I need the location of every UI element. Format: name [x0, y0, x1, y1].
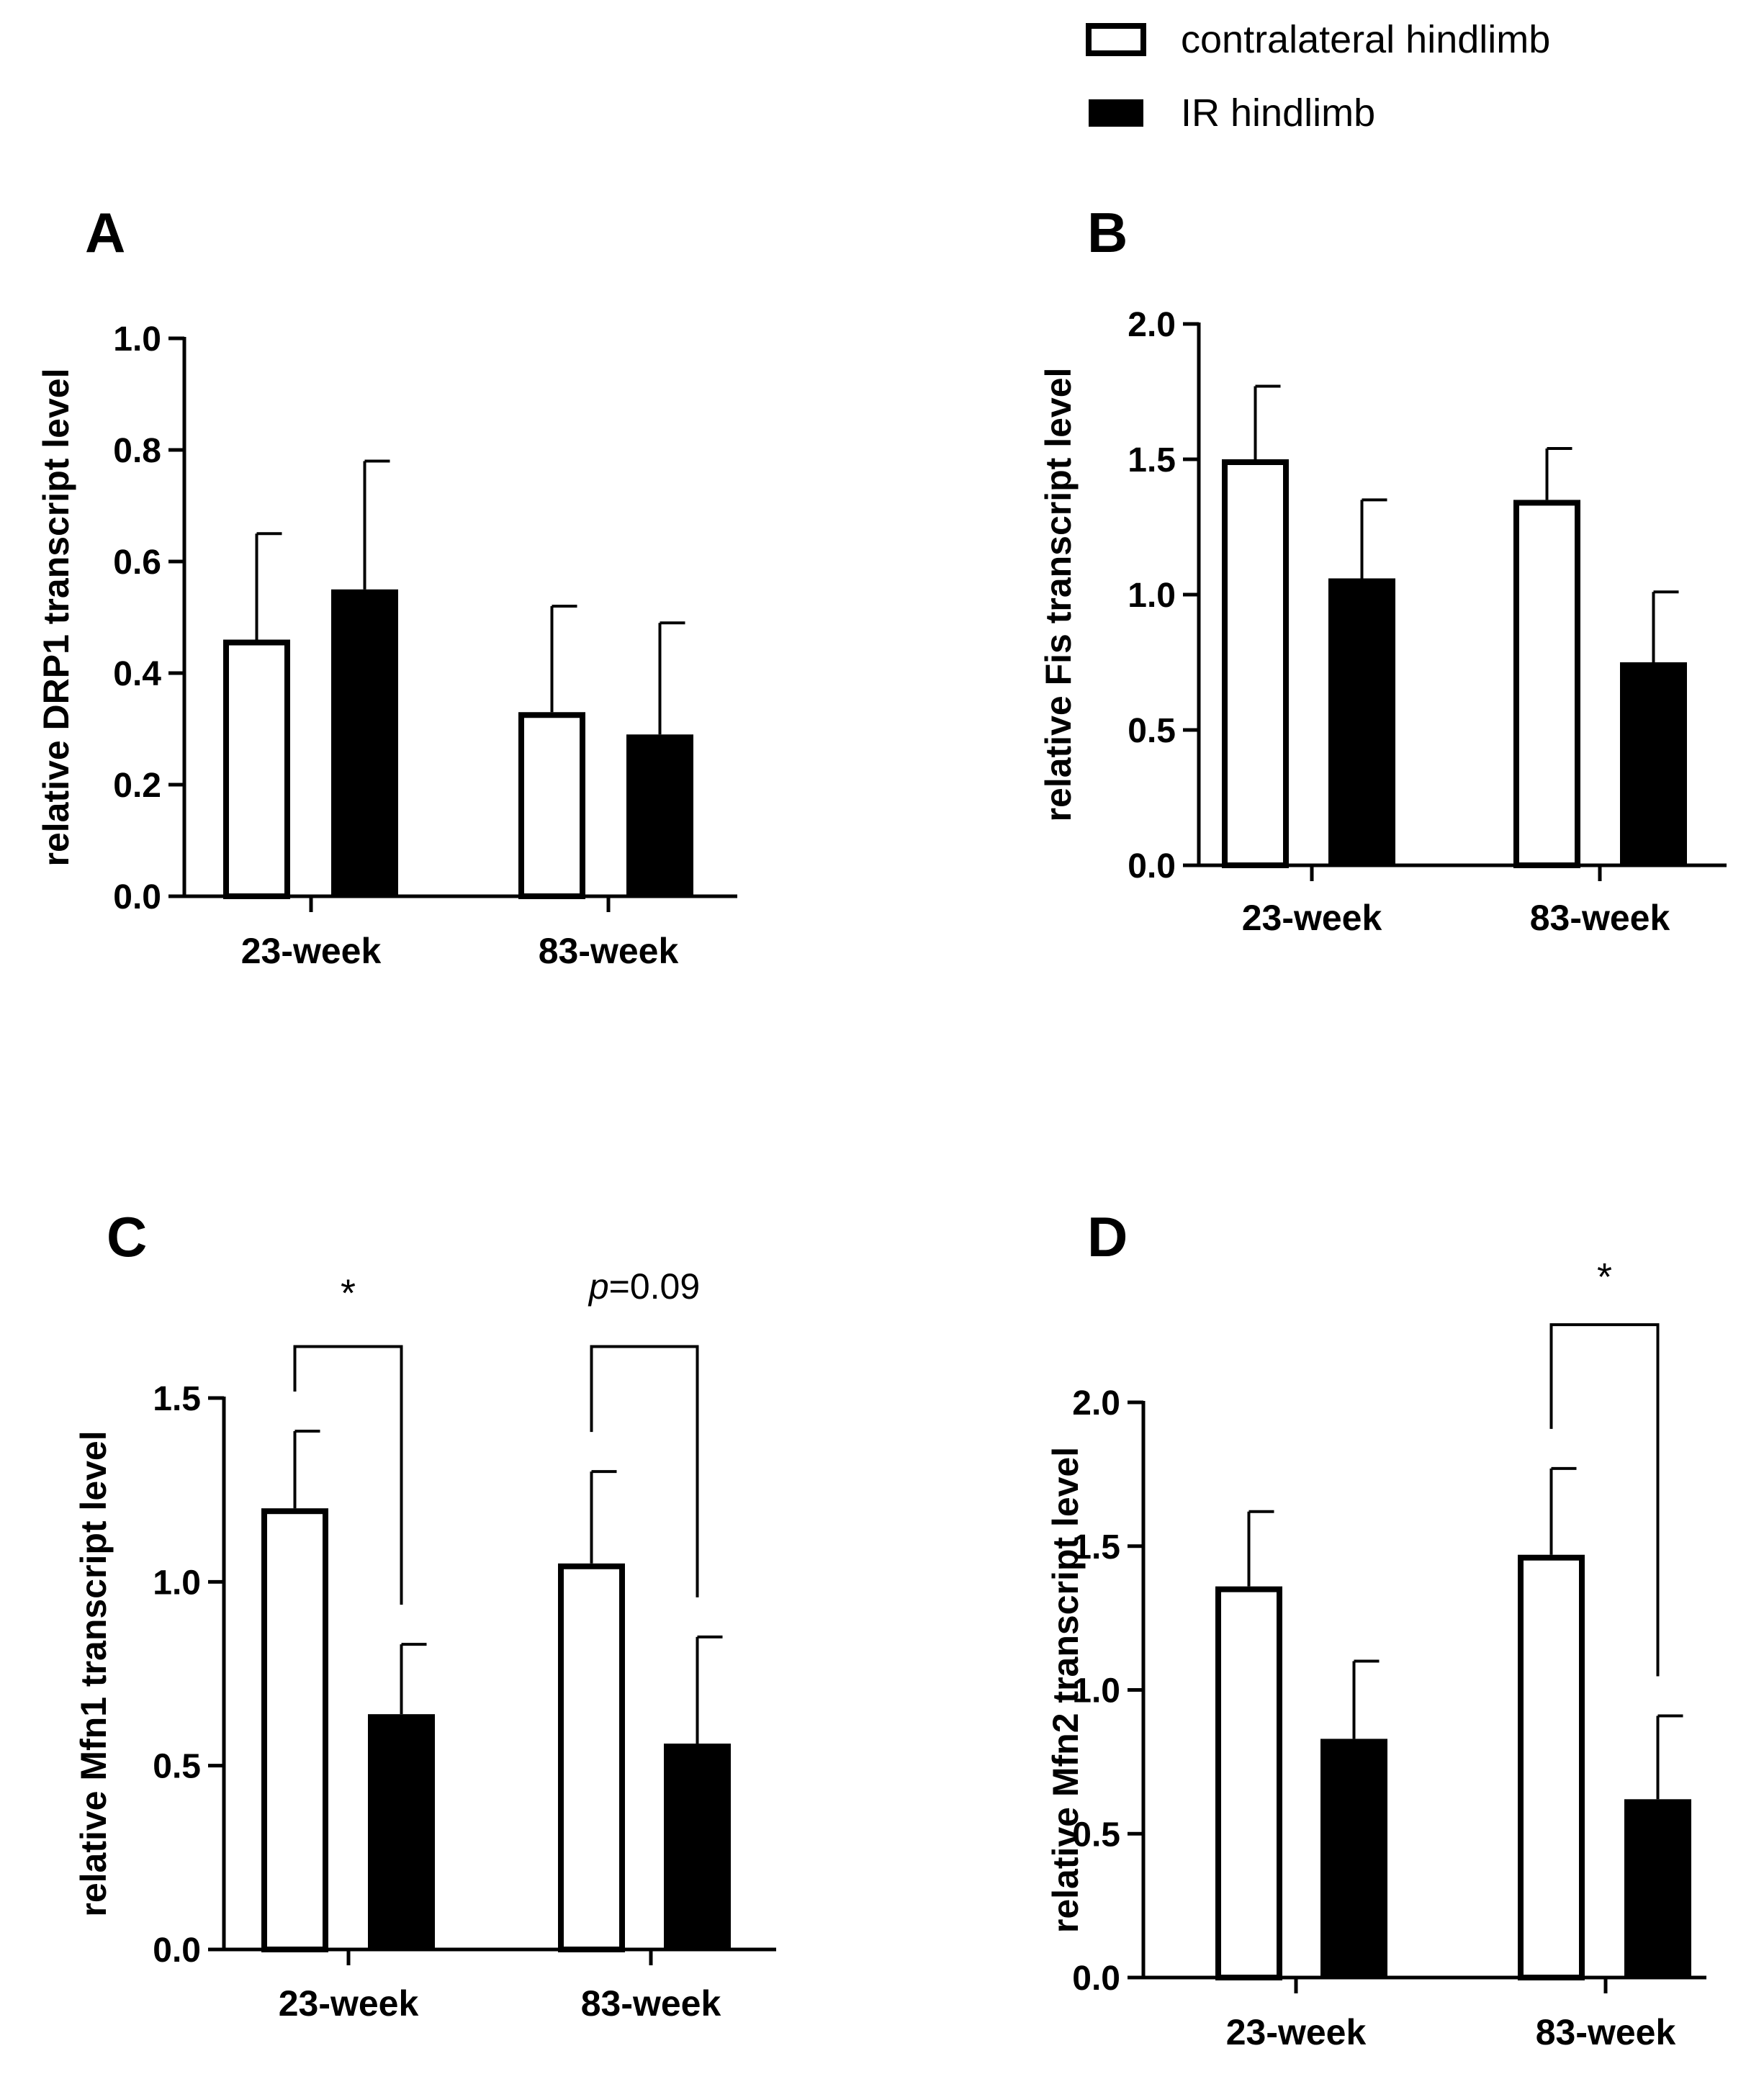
- y-tick-label: 0.5: [1072, 1816, 1120, 1854]
- bar-ir: [664, 1744, 731, 1949]
- y-axis-title: relative Mfn1 transcript level: [73, 1430, 114, 1916]
- bar-ir: [331, 589, 398, 896]
- x-category-label: 83-week: [1536, 2012, 1676, 2052]
- bar-contralateral: [223, 639, 290, 899]
- y-tick-label: 0.0: [1128, 847, 1176, 885]
- y-tick-label: 1.0: [113, 320, 161, 359]
- y-tick-label: 1.5: [153, 1380, 201, 1418]
- y-tick-label: 1.0: [153, 1564, 201, 1602]
- x-category-label: 23-week: [1242, 898, 1382, 938]
- bar-contralateral: [1518, 1554, 1585, 1981]
- legend: contralateral hindlimb IR hindlimb: [1086, 18, 1550, 135]
- bar-ir: [1328, 578, 1395, 865]
- x-category-label: 23-week: [279, 1983, 419, 2024]
- x-category-label: 83-week: [581, 1983, 721, 2024]
- significance-bracket: [1549, 1323, 1660, 1677]
- y-tick-label: 0.0: [113, 878, 161, 916]
- p-value-label: p=0.09: [588, 1266, 700, 1307]
- legend-label-ir: IR hindlimb: [1181, 91, 1375, 135]
- y-tick-label: 0.8: [113, 432, 161, 470]
- x-category-label: 23-week: [241, 931, 382, 971]
- bar-ir: [1320, 1739, 1387, 1978]
- legend-swatch-ir: [1089, 99, 1143, 127]
- y-tick-label: 0.2: [113, 767, 161, 805]
- significance-bracket: [293, 1345, 403, 1605]
- y-tick-label: 0.6: [113, 544, 161, 582]
- bar-contralateral: [261, 1508, 328, 1952]
- y-axis-title: relative DRP1 transcript level: [36, 369, 76, 867]
- bar-ir: [626, 734, 693, 896]
- bar-contralateral: [1513, 500, 1580, 869]
- bar-contralateral: [1222, 459, 1289, 868]
- x-category-label: 23-week: [1226, 2012, 1367, 2052]
- y-tick-label: 0.5: [1128, 712, 1176, 750]
- y-axis-title: relative Mfn2 transcript level: [1045, 1447, 1086, 1933]
- bar-ir: [368, 1714, 435, 1949]
- panel-letter: D: [1087, 1205, 1128, 1268]
- significance-bracket: [590, 1345, 699, 1597]
- y-tick-label: 1.0: [1072, 1672, 1120, 1710]
- panel-letter: A: [85, 201, 125, 264]
- y-tick-label: 2.0: [1072, 1384, 1120, 1423]
- x-category-label: 83-week: [1530, 898, 1670, 938]
- y-axis-title: relative Fis transcript level: [1038, 368, 1079, 822]
- y-tick-label: 1.0: [1128, 577, 1176, 615]
- legend-label-contralateral: contralateral hindlimb: [1181, 18, 1550, 61]
- bar-ir: [1624, 1799, 1691, 1978]
- panel-letter: B: [1087, 201, 1128, 264]
- y-tick-label: 0.0: [1072, 1960, 1120, 1998]
- bar-contralateral: [518, 712, 585, 899]
- bar-ir: [1620, 662, 1687, 865]
- y-tick-label: 0.0: [153, 1931, 201, 1970]
- bar-contralateral: [1215, 1586, 1282, 1980]
- y-tick-label: 1.5: [1128, 441, 1176, 479]
- y-tick-label: 0.4: [113, 655, 161, 693]
- significance-star: *: [341, 1271, 356, 1315]
- legend-swatch-contralateral: [1086, 23, 1146, 56]
- y-tick-label: 0.5: [153, 1748, 201, 1786]
- bar-contralateral: [558, 1563, 625, 1953]
- y-tick-label: 1.5: [1072, 1528, 1120, 1566]
- y-tick-label: 2.0: [1128, 306, 1176, 344]
- significance-star: *: [1597, 1255, 1612, 1299]
- panel-letter: C: [107, 1205, 147, 1268]
- x-category-label: 83-week: [539, 931, 679, 971]
